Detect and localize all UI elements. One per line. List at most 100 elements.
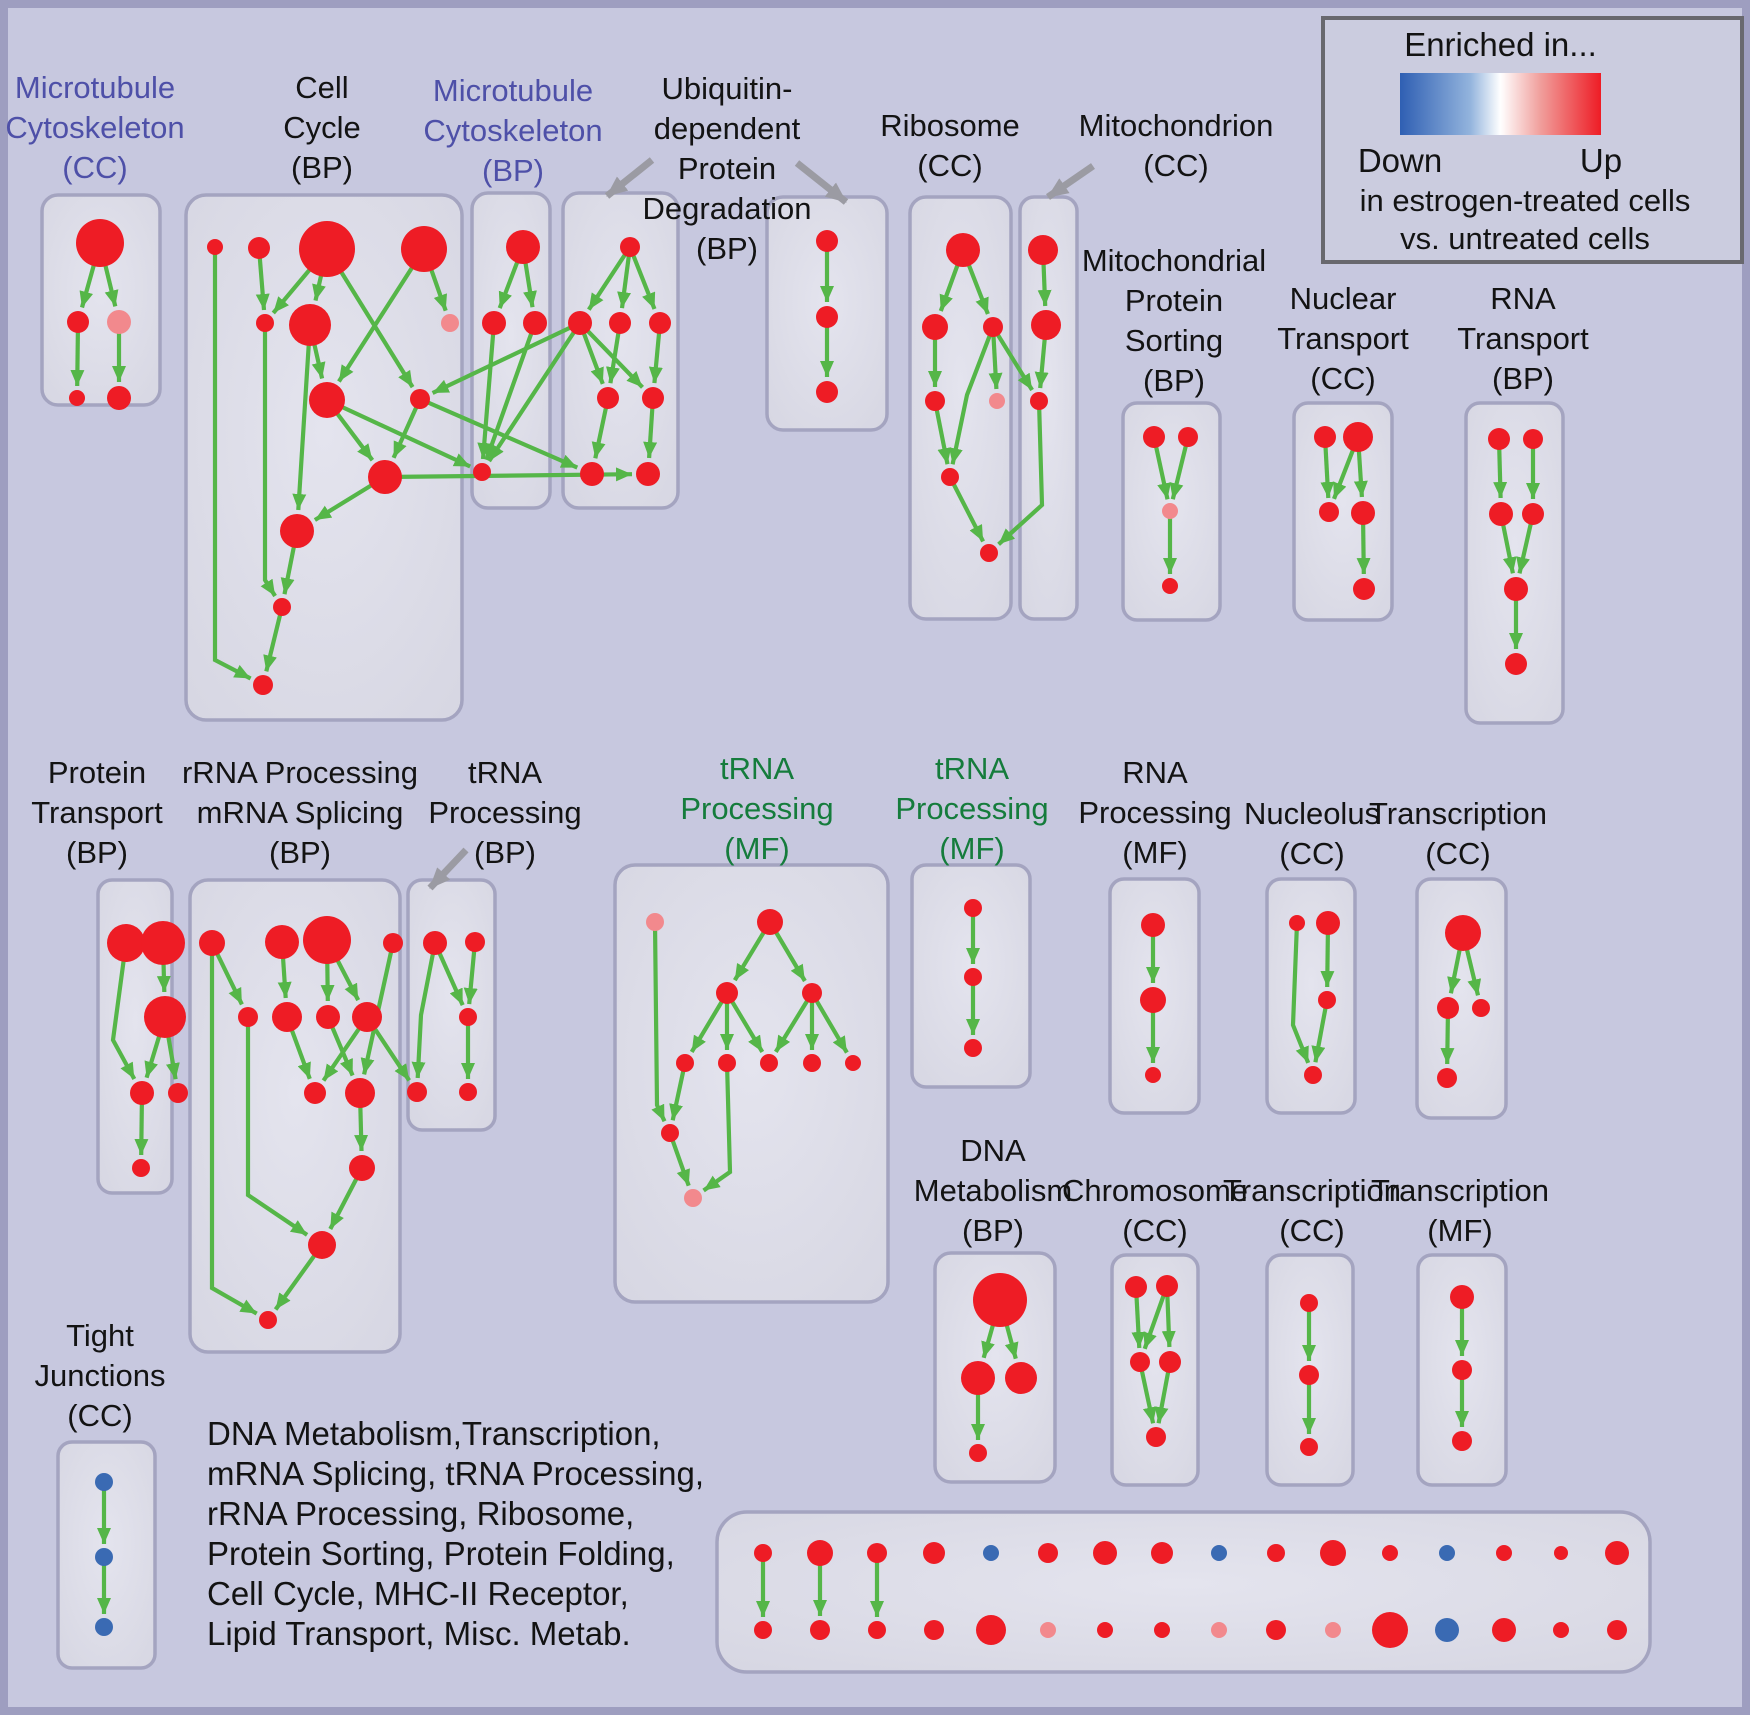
go-term-node: [459, 1083, 477, 1101]
go-term-node: [1031, 310, 1061, 340]
relation-edge: [110, 942, 137, 1081]
cluster-label-line: Transcription: [1369, 796, 1547, 831]
go-term-node: [410, 389, 430, 409]
go-term-node: [969, 1444, 987, 1462]
go-term-node: [642, 387, 664, 409]
cluster-label-line: (CC): [67, 1398, 132, 1433]
go-term-node: [1372, 1612, 1408, 1648]
go-term-node: [345, 1078, 375, 1108]
relation-edge: [668, 1132, 691, 1187]
cluster-label-line: DNA: [960, 1133, 1026, 1168]
go-term-node: [1030, 392, 1048, 410]
relation-edge: [263, 606, 285, 672]
relation-edge: [991, 325, 1034, 392]
cluster-box-bx-trna-mf-big: [613, 863, 890, 1304]
misc-categories-note-line: DNA Metabolism,Transcription,: [207, 1415, 661, 1452]
go-term-node: [253, 675, 273, 695]
go-term-node: [1300, 1438, 1318, 1456]
cluster-label-line: Chromosome: [1062, 1173, 1248, 1208]
go-term-node: [568, 311, 592, 335]
cluster-label-line: Sorting: [1125, 323, 1223, 358]
go-term-node: [1320, 1540, 1346, 1566]
cluster-label-line: Transport: [31, 795, 163, 830]
go-term-node: [757, 909, 783, 935]
go-term-node: [1437, 1068, 1457, 1088]
cluster-label-line: (CC): [1143, 148, 1208, 183]
go-term-node: [316, 1005, 340, 1029]
relation-edge: [1137, 1361, 1157, 1424]
go-term-node: [868, 1621, 886, 1639]
go-term-node: [1146, 1427, 1166, 1447]
go-term-node: [941, 468, 959, 486]
cluster-label-line: Nucleolus: [1244, 796, 1380, 831]
cluster-label-line: (CC): [917, 148, 982, 183]
go-term-node: [676, 1054, 694, 1072]
misc-categories-note-line: Cell Cycle, MHC-II Receptor,: [207, 1575, 629, 1612]
go-term-node: [925, 391, 945, 411]
relation-edge: [702, 1062, 733, 1193]
go-term-node: [1522, 503, 1544, 525]
go-term-node: [465, 932, 485, 952]
legend-subtitle-line2: vs. untreated cells: [1400, 221, 1650, 256]
go-term-node: [1125, 1276, 1147, 1298]
cluster-label-line: Processing: [1078, 795, 1231, 830]
go-term-node: [76, 219, 124, 267]
relation-edge: [810, 991, 849, 1054]
go-term-node: [303, 916, 351, 964]
relation-edge: [669, 1062, 688, 1121]
go-term-node: [1523, 429, 1543, 449]
go-term-node: [946, 233, 980, 267]
go-term-node: [309, 382, 345, 418]
go-term-node: [304, 1082, 326, 1104]
go-term-node: [407, 1082, 427, 1102]
go-term-node: [1211, 1545, 1227, 1561]
cluster-label-line: (BP): [962, 1213, 1024, 1248]
go-term-node: [989, 393, 1005, 409]
go-term-node: [845, 1055, 861, 1071]
go-term-node: [199, 930, 225, 956]
cluster-label-line: rRNA Processing: [182, 755, 418, 790]
go-term-node: [1319, 502, 1339, 522]
go-term-node: [754, 1621, 772, 1639]
relation-edge: [212, 247, 252, 681]
go-term-node: [754, 1544, 772, 1562]
go-term-node: [922, 314, 948, 340]
cluster-box-bx-dna-metabolism: [933, 1251, 1057, 1484]
go-term-node: [580, 462, 604, 486]
cluster-box-bx-mt-cc: [40, 193, 162, 407]
cluster-label-line: Transport: [1277, 321, 1409, 356]
go-term-node: [983, 317, 1003, 337]
cluster-label-line: dependent: [654, 111, 801, 146]
go-term-node: [401, 226, 447, 272]
go-term-node: [299, 221, 355, 277]
cluster-label-line: (CC): [1279, 836, 1344, 871]
go-term-node: [1325, 1622, 1341, 1638]
relation-edge: [949, 326, 995, 465]
go-term-node: [983, 1545, 999, 1561]
go-term-node: [95, 1473, 113, 1491]
go-term-node: [1488, 428, 1510, 450]
go-term-node: [716, 982, 738, 1004]
cluster-label-line: Transcription: [1371, 1173, 1549, 1208]
cluster-box-bx-rna-transport: [1464, 401, 1565, 725]
go-term-node: [807, 1540, 833, 1566]
misc-categories-note-line: rRNA Processing, Ribosome,: [207, 1495, 634, 1532]
cluster-box-bx-chromosome: [1110, 1253, 1200, 1487]
cluster-label-line: (MF): [939, 831, 1004, 866]
go-term-node: [1005, 1362, 1037, 1394]
cluster-box-bx-misc: [715, 1510, 1652, 1674]
go-term-node: [923, 1542, 945, 1564]
go-term-node: [349, 1155, 375, 1181]
go-term-node: [265, 925, 299, 959]
go-term-node: [130, 1081, 154, 1105]
go-term-node: [1266, 1620, 1286, 1640]
cluster-label-line: Mitochondrial: [1082, 243, 1266, 278]
cluster-label-line: (BP): [696, 231, 758, 266]
misc-categories-note-line: mRNA Splicing, tRNA Processing,: [207, 1455, 704, 1492]
go-term-node: [423, 931, 447, 955]
relation-edge: [578, 321, 645, 389]
legend-subtitle-line1: in estrogen-treated cells: [1360, 183, 1691, 218]
go-term-node: [1316, 911, 1340, 935]
cluster-label-line: Protein: [678, 151, 776, 186]
go-term-node: [684, 1189, 702, 1207]
